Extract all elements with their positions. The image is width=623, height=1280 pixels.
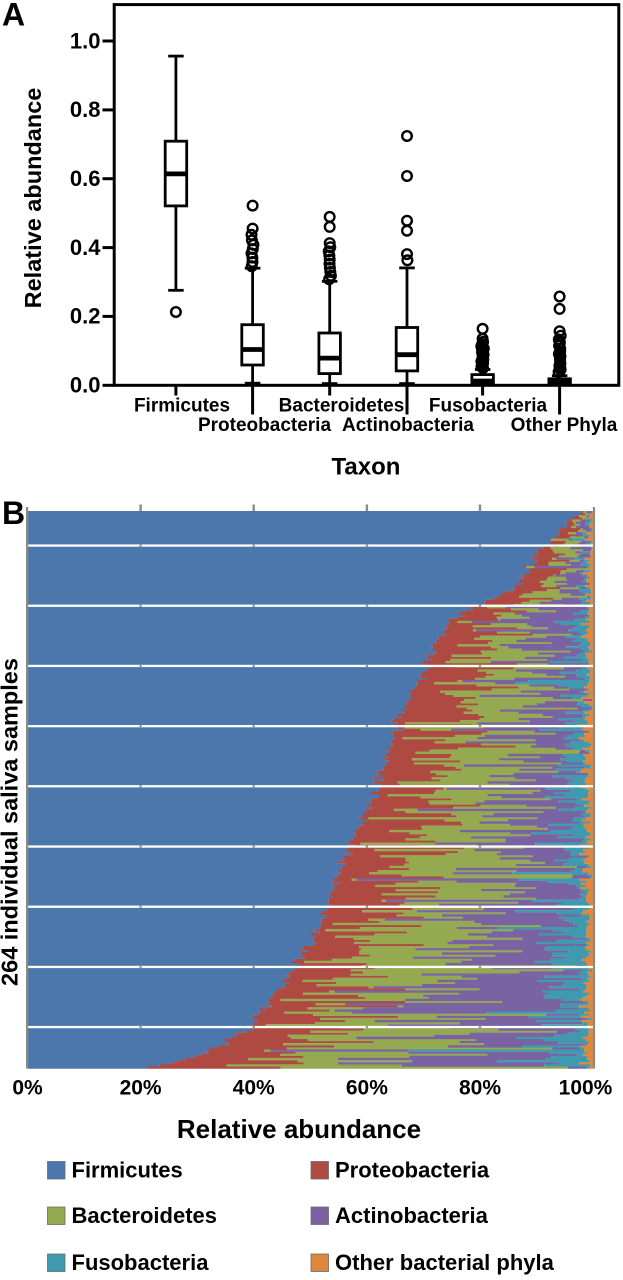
svg-text:Taxon: Taxon <box>332 454 401 481</box>
svg-text:Other Phyla: Other Phyla <box>511 415 618 436</box>
svg-text:100%: 100% <box>559 1077 613 1100</box>
svg-text:Relative abundance: Relative abundance <box>177 1114 421 1144</box>
svg-text:Bacteroidetes: Bacteroidetes <box>279 396 405 417</box>
svg-text:0.6: 0.6 <box>70 166 101 191</box>
svg-text:Proteobacteria: Proteobacteria <box>198 415 331 436</box>
svg-text:Proteobacteria: Proteobacteria <box>335 1157 490 1182</box>
svg-text:Firmicutes: Firmicutes <box>72 1157 183 1182</box>
svg-text:Bacteroidetes: Bacteroidetes <box>72 1203 218 1228</box>
svg-text:1.0: 1.0 <box>70 28 101 53</box>
svg-text:Other bacterial phyla: Other bacterial phyla <box>335 1250 555 1275</box>
svg-text:0.0: 0.0 <box>70 373 101 398</box>
svg-text:Firmicutes: Firmicutes <box>134 396 230 417</box>
svg-text:80%: 80% <box>459 1077 501 1100</box>
svg-text:60%: 60% <box>346 1077 388 1100</box>
svg-text:Relative abundance: Relative abundance <box>20 88 46 309</box>
svg-text:0%: 0% <box>12 1077 43 1100</box>
svg-text:20%: 20% <box>120 1077 162 1100</box>
svg-text:264 individual saliva samples: 264 individual saliva samples <box>0 658 23 986</box>
svg-text:Actinobacteria: Actinobacteria <box>342 415 474 436</box>
svg-text:Actinobacteria: Actinobacteria <box>335 1203 489 1228</box>
svg-text:A: A <box>2 0 25 33</box>
svg-text:Fusobacteria: Fusobacteria <box>72 1250 210 1275</box>
svg-text:0.4: 0.4 <box>70 235 101 260</box>
svg-text:B: B <box>2 495 25 531</box>
svg-text:0.8: 0.8 <box>70 97 101 122</box>
svg-text:0.2: 0.2 <box>70 304 101 329</box>
svg-text:Fusobacteria: Fusobacteria <box>429 396 548 417</box>
svg-text:40%: 40% <box>233 1077 275 1100</box>
